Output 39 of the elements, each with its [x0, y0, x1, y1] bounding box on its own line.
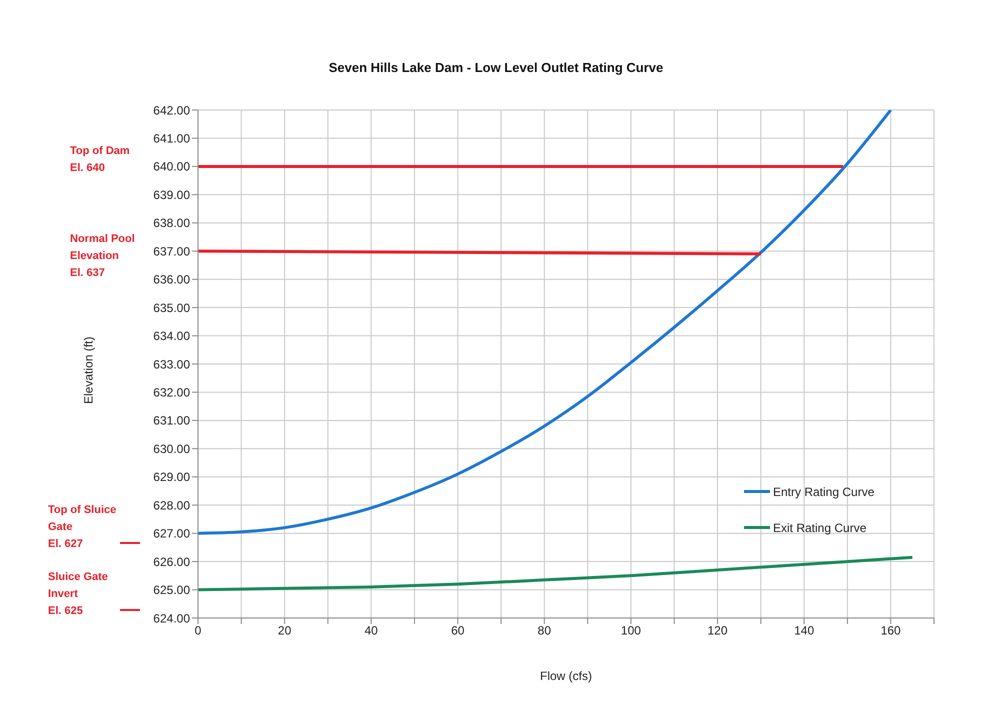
y-tick-label: 642.00 [153, 103, 190, 118]
x-tick-label: 0 [194, 624, 202, 638]
y-tick-label: 627.00 [153, 526, 190, 541]
x-tick-label: 60 [451, 624, 465, 638]
y-tick-label: 631.00 [153, 414, 190, 428]
y-tick-label: 629.00 [153, 470, 190, 484]
y-tick-label: 641.00 [153, 131, 190, 146]
y-tick-label: 632.00 [153, 385, 190, 400]
y-tick-label: 625.00 [153, 583, 190, 598]
y-tick-label: 624.00 [153, 611, 190, 626]
y-tick-label: 640.00 [153, 160, 190, 174]
y-tick-label: 635.00 [153, 300, 190, 315]
y-tick-label: 637.00 [153, 244, 190, 258]
y-axis-title: Elevation (ft) [81, 336, 96, 404]
text: Sluice Gate Invert El. 625 [48, 571, 108, 617]
legend-label: Entry Rating Curve [773, 484, 874, 499]
x-tick-label: 120 [708, 624, 728, 638]
text: Top of Dam El. 640 [70, 145, 130, 174]
text: Top of Sluice Gate El. 627 [48, 504, 116, 550]
x-tick-label: 140 [794, 624, 814, 638]
y-tick-label: 636.00 [153, 272, 190, 287]
y-tick-label: 634.00 [153, 329, 190, 344]
y-tick-label: 639.00 [153, 188, 190, 202]
legend-label: Exit Rating Curve [773, 520, 866, 535]
x-tick-label: 160 [880, 624, 902, 638]
y-tick-label: 638.00 [153, 216, 190, 230]
x-tick-label: 80 [538, 624, 552, 638]
chart-title: Seven Hills Lake Dam - Low Level Outlet Rating Curve [328, 60, 664, 75]
text: Normal Pool Elevation El. 637 [70, 233, 135, 279]
y-tick-label: 633.00 [153, 357, 190, 372]
x-axis-title: Flow (cfs) [540, 669, 592, 683]
x-tick-label: 20 [278, 624, 292, 638]
y-tick-label: 628.00 [153, 498, 190, 512]
y-tick-label: 630.00 [153, 442, 190, 456]
y-tick-label: 626.00 [153, 554, 190, 569]
x-tick-label: 100 [620, 624, 642, 638]
line-series [198, 556, 914, 592]
line-series [198, 110, 892, 535]
x-tick-label: 40 [364, 624, 378, 638]
